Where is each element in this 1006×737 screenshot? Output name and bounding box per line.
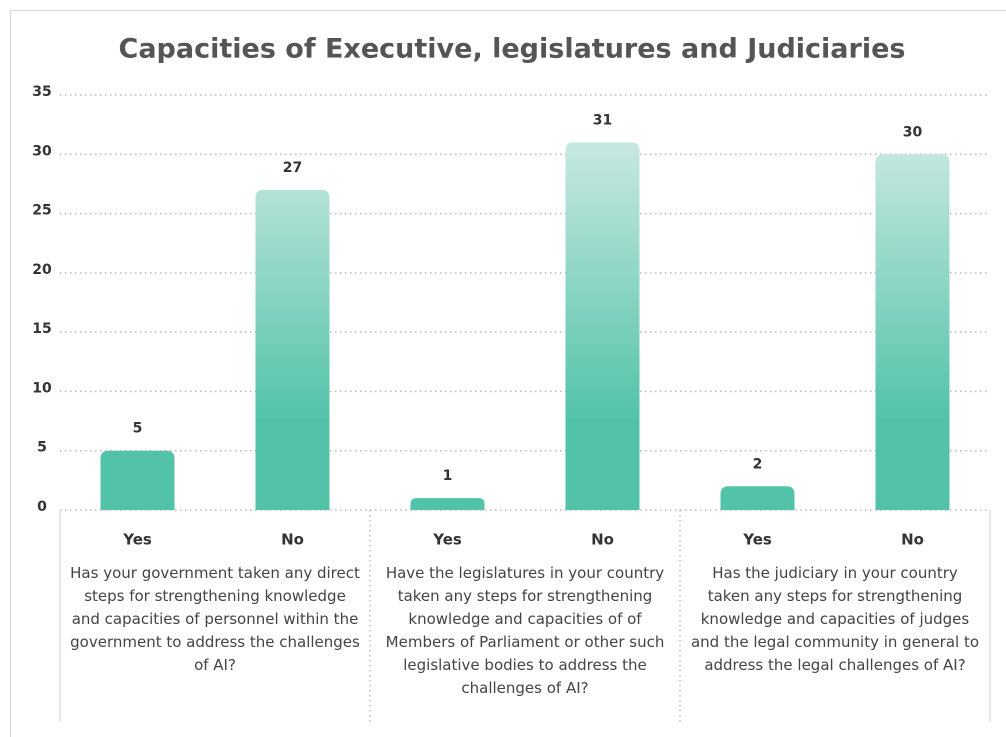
- x-tick-label: Yes: [742, 531, 772, 549]
- group-label-box: Has the judiciary in your country taken …: [690, 564, 980, 674]
- group-label-box: Has your government taken any direct ste…: [70, 564, 360, 674]
- bar: [255, 189, 330, 510]
- chart-title: Capacities of Executive, legislatures an…: [119, 34, 906, 65]
- y-tick-label: 10: [32, 380, 52, 396]
- value-label: 5: [133, 421, 143, 437]
- value-label: 27: [283, 160, 302, 176]
- y-tick-label: 5: [37, 440, 47, 456]
- x-tick-label: Yes: [122, 531, 152, 549]
- value-label: 2: [753, 456, 763, 472]
- bar: [720, 486, 795, 510]
- y-tick-label: 30: [32, 143, 52, 159]
- value-label: 30: [903, 124, 923, 140]
- bar: [100, 450, 175, 510]
- y-tick-label: 0: [37, 499, 47, 515]
- group-label-box: Have the legislatures in your country ta…: [385, 564, 665, 697]
- value-label: 1: [443, 468, 453, 484]
- y-tick-label: 35: [32, 84, 51, 100]
- y-tick-label: 20: [32, 262, 52, 278]
- x-tick-label: Yes: [432, 531, 462, 549]
- y-tick-label: 15: [32, 321, 51, 337]
- frame: [10, 10, 1006, 737]
- bar: [565, 142, 640, 510]
- value-label: 31: [593, 112, 612, 128]
- x-tick-label: No: [901, 531, 924, 549]
- group-label: Have the legislatures in your country ta…: [385, 564, 665, 697]
- group-label: Has your government taken any direct ste…: [70, 564, 360, 674]
- bar: [875, 154, 950, 511]
- bar: [410, 498, 485, 510]
- group-label: Has the judiciary in your country taken …: [690, 564, 980, 674]
- x-tick-label: No: [281, 531, 304, 549]
- x-tick-label: No: [591, 531, 614, 549]
- y-tick-label: 25: [32, 203, 51, 219]
